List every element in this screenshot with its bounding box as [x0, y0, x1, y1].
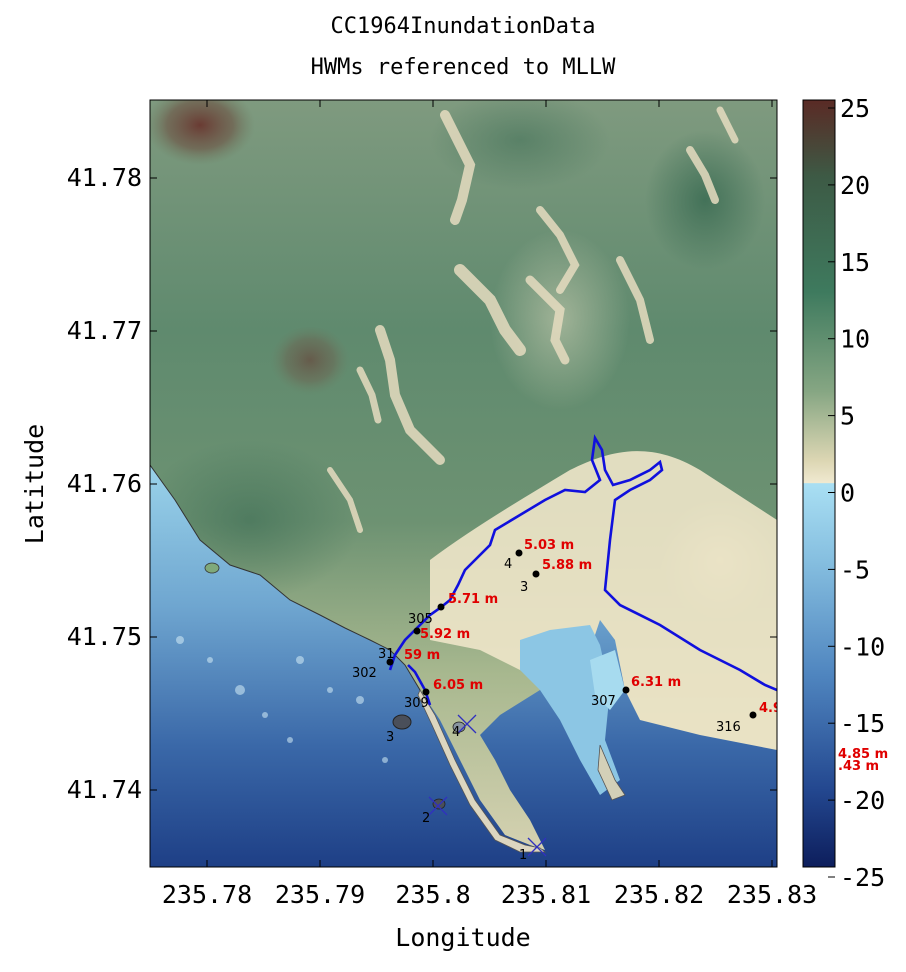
hwm-point-497 — [749, 711, 757, 719]
colorbar-tick-label: -10 — [840, 632, 885, 661]
y-tick-label: 41.77 — [67, 316, 142, 345]
gauge-marker-4 — [457, 714, 477, 734]
colorbar-tick-label: 15 — [840, 248, 870, 277]
hwm-label-497: 4.97 m — [759, 701, 809, 716]
x-tick-label: 235.8 — [395, 880, 470, 909]
point-id-label: 3 — [386, 730, 394, 745]
y-axis-ticks: 41.78 41.77 41.76 41.75 41.74 — [67, 163, 777, 804]
east-jetty — [597, 744, 626, 801]
hwm-point-631 — [622, 686, 630, 694]
hwm-label-43: .43 m — [838, 759, 879, 774]
map-raster: 5.03 m 5.88 m 5.71 m 5.92 m 59 m 6.05 m 6.31 m… — [150, 100, 809, 867]
chart-subtitle: HWMs referenced to MLLW — [311, 55, 616, 80]
hwm-point-592 — [413, 627, 421, 635]
point-id-label: 309 — [404, 696, 429, 711]
inundation-line — [388, 434, 777, 692]
gauge-marker-1 — [527, 837, 547, 857]
y-tick-label: 41.75 — [67, 622, 142, 651]
map-labels: 5.03 m 5.88 m 5.71 m 5.92 m 59 m 6.05 m 6.31 m… — [352, 538, 809, 863]
y-tick-label: 41.76 — [67, 469, 142, 498]
point-id-label: 4 — [452, 725, 460, 740]
colorbar-tick-label: 10 — [840, 325, 870, 354]
hwm-points — [386, 549, 757, 719]
hwm-point-503 — [515, 549, 523, 557]
colorbar-tick-label: -25 — [840, 863, 885, 892]
rock-islet-3 — [392, 714, 412, 730]
point-id-label: 316 — [716, 720, 741, 735]
x-tick-label: 235.81 — [501, 880, 591, 909]
colorbar-tick-label: -20 — [840, 786, 885, 815]
coastal-plain — [430, 451, 777, 760]
colorbar-tick-label: -5 — [840, 555, 870, 584]
inner-harbor — [590, 650, 625, 710]
hwm-point-605 — [422, 688, 430, 696]
hwm-point-588 — [532, 570, 540, 578]
x-tick-label: 235.78 — [162, 880, 252, 909]
hwm-label-485: 4.85 m — [838, 747, 888, 762]
gauge-markers — [428, 714, 547, 857]
hwm-label-605: 6.05 m — [433, 678, 483, 693]
point-id-label: 2 — [422, 811, 430, 826]
surf-speckles — [176, 636, 388, 763]
hwm-point-559 — [386, 658, 394, 666]
colorbar — [802, 99, 836, 868]
x-tick-label: 235.79 — [275, 880, 365, 909]
breakwater — [417, 689, 547, 853]
colorbar-tick-label: 0 — [840, 479, 855, 508]
high-elevation-hill — [270, 325, 350, 395]
hwm-label-559: 59 m — [404, 648, 440, 663]
y-tick-label: 41.78 — [67, 163, 142, 192]
colorbar-tick-label: 5 — [840, 402, 855, 431]
chart-title: CC1964InundationData — [331, 14, 596, 39]
colorbar-tick-label: 20 — [840, 171, 870, 200]
point-id-label: 307 — [591, 694, 616, 709]
x-axis-ticks: 235.78 235.79 235.8 235.81 235.82 235.83 — [162, 100, 817, 909]
colorbar-ticks: 25 20 15 10 5 0 -5 -10 -15 -20 -25 — [828, 94, 885, 892]
high-elevation-peak — [150, 100, 255, 165]
dark-hill-north — [430, 100, 610, 190]
hwm-label-588: 5.88 m — [542, 558, 592, 573]
hwm-label-503: 5.03 m — [524, 538, 574, 553]
point-id-label: 4 — [504, 557, 512, 572]
point-id-label: 31 — [378, 647, 395, 662]
point-id-label: 305 — [408, 612, 433, 627]
dark-hill-east — [645, 130, 765, 270]
hwm-point-571 — [437, 603, 445, 611]
coastline-contour — [150, 464, 421, 691]
point-id-label: 1 — [519, 848, 527, 863]
hwm-label-571: 5.71 m — [448, 592, 498, 607]
inundation-line-south — [407, 664, 432, 706]
ocean — [150, 465, 777, 867]
x-tick-label: 235.82 — [614, 880, 704, 909]
point-id-label: 302 — [352, 666, 377, 681]
x-tick-label: 235.83 — [727, 880, 817, 909]
coastal-rock — [204, 562, 220, 574]
point-id-label: 3 — [520, 580, 528, 595]
colorbar-tick-label: 25 — [840, 94, 870, 123]
hwm-label-631: 6.31 m — [631, 675, 681, 690]
drainage-streaks — [327, 106, 739, 533]
y-tick-label: 41.74 — [67, 775, 142, 804]
x-axis-label: Longitude — [395, 923, 530, 952]
colorbar-tick-label: -15 — [840, 709, 885, 738]
hwm-label-592: 5.92 m — [420, 627, 470, 642]
gauge-marker-2 — [428, 796, 448, 816]
y-axis-label: Latitude — [20, 424, 49, 544]
